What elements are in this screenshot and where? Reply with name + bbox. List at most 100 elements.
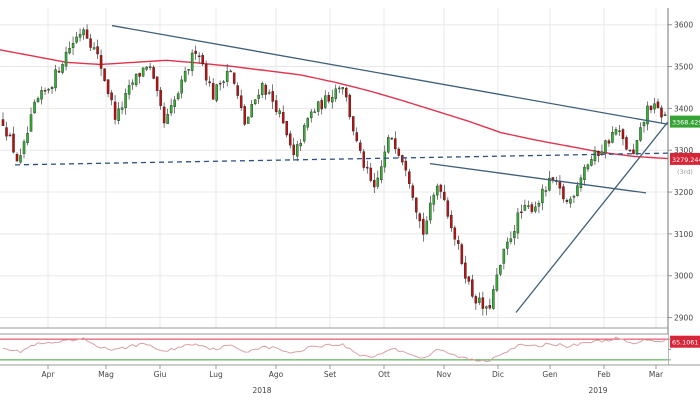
candle-body — [61, 64, 64, 73]
price-tick-label: 3100 — [674, 230, 693, 239]
candle-body — [96, 46, 99, 55]
month-label: Gen — [542, 370, 557, 379]
candle-body — [236, 85, 239, 96]
candle-body — [288, 133, 292, 146]
support-dashed-line — [14, 152, 669, 166]
candle-body — [306, 118, 309, 128]
candle-body — [429, 202, 432, 221]
candle-body — [597, 151, 600, 157]
candle-body — [576, 185, 579, 196]
time-axis: Apr Mag Giu Lug Ago Set Ott Nov Dic Gen Feb Mar 2018… — [42, 365, 664, 395]
price-tick-label: 3200 — [674, 188, 693, 197]
candle-body — [285, 121, 288, 136]
candle-body — [541, 188, 544, 204]
candle-body — [520, 211, 523, 214]
candle-body — [204, 64, 208, 81]
candle-body — [68, 48, 71, 54]
candle-body — [450, 214, 453, 229]
candle-body — [579, 177, 583, 189]
candle-body — [47, 88, 50, 91]
candle-body — [663, 114, 667, 117]
candle-body — [64, 51, 68, 67]
candle-body — [124, 93, 127, 108]
rsi-line — [2, 336, 666, 363]
candle-body — [12, 133, 15, 153]
candle-body — [401, 155, 404, 163]
candle-body — [148, 66, 152, 69]
last-price-badge — [670, 115, 700, 128]
candle-body — [292, 144, 295, 156]
candle-body — [36, 98, 40, 102]
candle-body — [197, 55, 201, 58]
candle-body — [278, 110, 281, 114]
candle-body — [103, 68, 106, 82]
year-label: 2018 — [252, 386, 271, 395]
candle-body — [229, 70, 232, 73]
candle-body — [106, 79, 110, 94]
candle-body — [383, 151, 387, 168]
month-label: Nov — [437, 370, 452, 379]
price-tick-label: 3600 — [674, 21, 693, 30]
candle-body — [621, 129, 625, 139]
candle-body — [628, 149, 632, 152]
price-panel-bg — [0, 8, 668, 328]
candle-body — [415, 197, 418, 213]
candle-body — [313, 111, 316, 113]
candle-body — [639, 127, 642, 141]
candle-body — [513, 231, 516, 239]
candle-body — [562, 186, 565, 200]
candle-body — [22, 141, 26, 154]
candle-body — [89, 38, 92, 48]
month-label: Mar — [649, 370, 664, 379]
candle-body — [471, 279, 474, 297]
candle-body — [215, 84, 218, 101]
candle-body — [586, 164, 590, 170]
candle-body — [71, 42, 75, 48]
candle-body — [183, 70, 187, 82]
candle-body — [618, 130, 621, 132]
candle-body — [404, 160, 408, 171]
candle-body — [327, 95, 330, 102]
candle-body — [141, 67, 145, 77]
candle-body — [380, 166, 383, 180]
candle-body — [355, 132, 359, 142]
candle-body — [281, 112, 285, 124]
candle-body — [120, 107, 124, 110]
candle-body — [134, 73, 138, 86]
candle-body — [166, 114, 169, 124]
rsi-value-label: 65.1061 — [672, 339, 698, 347]
candle-body — [527, 205, 530, 207]
candle-body — [537, 202, 541, 207]
candle-body — [548, 177, 551, 191]
ma-right-text: (3rd) — [677, 168, 693, 176]
candle-body — [26, 133, 29, 143]
candle-body — [1, 119, 5, 126]
candle-body — [99, 55, 103, 69]
candle-body — [232, 72, 236, 84]
candle-body — [457, 240, 460, 244]
candle-body — [646, 105, 649, 125]
rsi-panel: 65.106150 — [0, 333, 700, 366]
candle-body — [394, 138, 397, 150]
candle-body — [152, 67, 155, 79]
candle-body — [544, 190, 548, 192]
year-label: 2019 — [588, 386, 607, 395]
candle-body — [127, 85, 131, 95]
last-price-label: 3368.4298 — [672, 119, 700, 127]
candle-body — [408, 171, 411, 184]
month-label: Mag — [98, 370, 114, 379]
candle-body — [173, 99, 176, 107]
candle-body — [387, 137, 390, 153]
candle-body — [516, 212, 520, 234]
candle-body — [583, 167, 586, 181]
candle-body — [131, 82, 134, 85]
candle-body — [5, 127, 8, 137]
candle-body — [316, 101, 320, 112]
candle-body — [264, 84, 267, 95]
candle-body — [530, 204, 534, 212]
candle-body — [50, 87, 54, 90]
candle-body — [225, 71, 229, 82]
price-axis: 2900 3000 3100 3200 3300 3400 3500 3600 3368.429… — [0, 8, 700, 365]
candle-body — [359, 142, 362, 151]
trendline-high — [111, 24, 669, 125]
